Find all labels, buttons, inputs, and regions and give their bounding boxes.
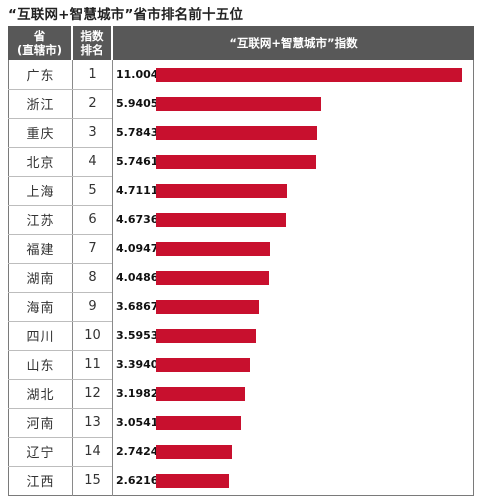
bar: [156, 213, 286, 227]
row-divider: [8, 176, 112, 177]
header-index-label: “互联网+智慧城市”指数: [229, 36, 358, 50]
bar: [156, 271, 269, 285]
province-label: 广东: [26, 69, 55, 84]
value-label: 2.7424: [116, 445, 159, 458]
row-divider: [8, 321, 112, 322]
value-label: 11.0045: [116, 68, 167, 81]
rank-label: 6: [88, 212, 97, 227]
chart-title: “互联网+智慧城市”省市排名前十五位: [8, 7, 244, 23]
rank-label: 3: [88, 125, 97, 140]
rank-label: 13: [84, 415, 101, 430]
province-label: 浙江: [26, 98, 55, 113]
rank-label: 11: [84, 357, 101, 372]
rank-label: 5: [88, 183, 97, 198]
header-province-line2: (直辖市): [16, 43, 62, 57]
province-label: 江苏: [26, 214, 55, 229]
rank-label: 15: [84, 473, 101, 488]
province-label: 上海: [26, 185, 55, 200]
row-divider: [8, 205, 112, 206]
row-divider: [8, 234, 112, 235]
value-label: 5.7843: [116, 126, 159, 139]
value-label: 3.1982: [116, 387, 159, 400]
header-rank-line2: 排名: [80, 43, 104, 57]
bar: [156, 474, 229, 488]
province-label: 四川: [26, 330, 55, 345]
header-province-line1: 省: [33, 29, 46, 43]
value-label: 4.6736: [116, 213, 159, 226]
rank-label: 9: [88, 299, 97, 314]
row-divider: [8, 408, 112, 409]
bar: [156, 358, 250, 372]
province-label: 湖南: [26, 272, 55, 287]
bar: [156, 329, 256, 343]
province-label: 福建: [26, 243, 55, 258]
header-index: “互联网+智慧城市”指数: [113, 26, 474, 60]
rank-label: 10: [84, 328, 101, 343]
row-divider: [8, 466, 112, 467]
province-label: 北京: [26, 156, 55, 171]
bar: [156, 300, 259, 314]
bar: [156, 68, 462, 82]
header-rank: 指数 排名: [73, 26, 111, 60]
value-label: 4.0486: [116, 271, 159, 284]
bar: [156, 416, 241, 430]
value-label: 4.0947: [116, 242, 159, 255]
bar: [156, 97, 321, 111]
bar: [156, 242, 270, 256]
header-rank-line1: 指数: [80, 29, 104, 43]
value-label: 3.6867: [116, 300, 159, 313]
row-divider: [8, 147, 112, 148]
bar: [156, 155, 316, 169]
province-label: 海南: [26, 301, 55, 316]
province-label: 江西: [26, 475, 55, 490]
value-label: 4.7111: [116, 184, 159, 197]
province-label: 湖北: [26, 388, 55, 403]
value-label: 3.3940: [116, 358, 159, 371]
bar: [156, 387, 245, 401]
value-label: 3.5953: [116, 329, 159, 342]
value-label: 3.0541: [116, 416, 159, 429]
province-label: 河南: [26, 417, 55, 432]
value-label: 5.7461: [116, 155, 159, 168]
table-frame: [8, 60, 474, 496]
rank-label: 1: [88, 67, 97, 82]
column-divider-rank: [112, 60, 113, 496]
row-divider: [8, 118, 112, 119]
rank-label: 7: [88, 241, 97, 256]
row-divider: [8, 89, 112, 90]
row-divider: [8, 292, 112, 293]
province-label: 重庆: [26, 127, 55, 142]
rank-label: 14: [84, 444, 101, 459]
value-label: 2.6216: [116, 474, 159, 487]
rank-label: 8: [88, 270, 97, 285]
row-divider: [8, 379, 112, 380]
bar: [156, 126, 317, 140]
header-province: 省 (直辖市): [8, 26, 71, 60]
province-label: 山东: [26, 359, 55, 374]
row-divider: [8, 263, 112, 264]
rank-label: 2: [88, 96, 97, 111]
bar: [156, 184, 287, 198]
row-divider: [8, 437, 112, 438]
rank-label: 4: [88, 154, 97, 169]
row-divider: [8, 350, 112, 351]
province-label: 辽宁: [26, 446, 55, 461]
rank-label: 12: [84, 386, 101, 401]
bar: [156, 445, 232, 459]
column-divider-province: [72, 60, 73, 496]
value-label: 5.9405: [116, 97, 159, 110]
